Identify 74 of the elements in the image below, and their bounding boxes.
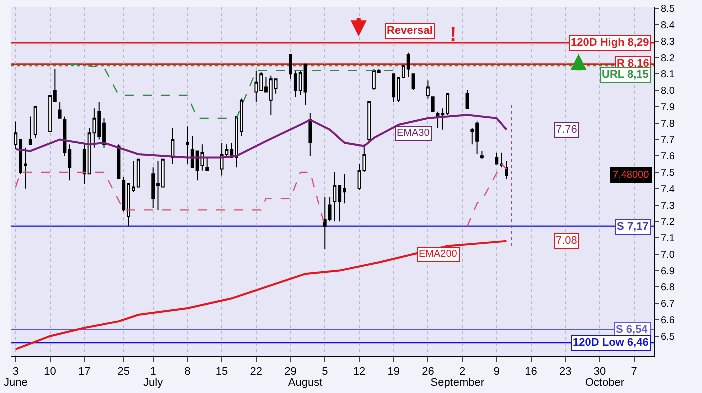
line-series: [14, 114, 508, 159]
y-tick-label: 7.8: [661, 118, 676, 130]
candlestick: [308, 113, 312, 157]
annotation: EMA200: [419, 249, 458, 260]
x-tick-label: 29: [284, 366, 297, 378]
x2-tick-label: September: [430, 377, 485, 389]
y-tick-label: 7.5: [661, 168, 676, 179]
x-tick-label: 16: [525, 366, 538, 378]
x-tick-label: 2: [460, 366, 466, 378]
candlestick: [186, 126, 190, 165]
x-tick-label: 25: [118, 366, 130, 378]
candlestick: [368, 102, 372, 142]
candlestick: [34, 106, 38, 139]
x-tick-label: 1: [150, 366, 156, 378]
candlestick: [58, 102, 62, 119]
x-tick-label: 9: [494, 366, 500, 378]
ref-line-label: S 6,54: [616, 324, 649, 336]
x-tick-label: 17: [78, 366, 91, 378]
x-tick-label: 26: [422, 366, 434, 378]
y-tick-label: 7.2: [661, 217, 676, 228]
x2-tick-label: October: [585, 377, 625, 389]
y-tick-label: 8.5: [661, 4, 676, 16]
x-tick-label: 22: [250, 366, 263, 378]
annotation: 7.76: [556, 124, 578, 136]
annotation: EMA30: [397, 128, 430, 139]
x-tick-label: 3: [12, 366, 19, 378]
annotation: 7.48000: [613, 170, 650, 181]
y-tick-label: 6.9: [661, 266, 676, 278]
ref-line-label: URL 8,15: [602, 69, 649, 81]
candlestick: [412, 74, 416, 92]
x-tick-label: 5: [322, 366, 328, 378]
x-tick-label: 8: [184, 366, 191, 378]
y-tick-label: 7.3: [661, 200, 676, 212]
y-tick-label: 6.5: [661, 332, 676, 343]
ref-line-label: R 8,16: [617, 58, 650, 70]
y-tick-label: 6.6: [661, 315, 676, 326]
x-tick-label: 12: [353, 366, 366, 378]
candlestick: [431, 96, 435, 112]
x-tick-label: 19: [388, 366, 400, 378]
y-tick-label: 7.9: [661, 102, 676, 114]
ref-line-label: S 7,17: [617, 221, 649, 233]
ref-line-label: 120D Low 6,46: [573, 337, 649, 349]
y-tick-label: 8.0: [661, 86, 676, 98]
x-tick-label: 30: [594, 366, 606, 378]
x2-tick-label: July: [144, 377, 164, 389]
line-series: [14, 240, 508, 350]
y-tick-label: 7.0: [661, 250, 676, 261]
candlestick: [171, 128, 175, 165]
ref-line-label: 120D High 8,29: [571, 37, 650, 49]
candlestick: [480, 150, 484, 160]
candlestick: [28, 116, 32, 146]
annotation: Reversal: [387, 25, 433, 37]
y-tick-label: 8.1: [661, 70, 676, 81]
y-tick-label: 8.4: [661, 20, 676, 32]
y-tick-label: 6.8: [661, 282, 676, 294]
y-tick-label: 7.4: [661, 184, 676, 196]
y-tick-label: 7.7: [661, 135, 676, 146]
annotation: !: [450, 24, 457, 46]
y-tick-label: 8.3: [661, 36, 676, 48]
candlestick: [426, 80, 430, 100]
y-tick-label: 6.7: [661, 299, 676, 310]
x-tick-label: 23: [560, 366, 572, 378]
y-tick-label: 7.1: [661, 234, 676, 245]
annotation: 7.08: [556, 235, 578, 247]
y-tick-label: 7.6: [661, 152, 676, 163]
line-series: [69, 64, 404, 120]
x2-tick-label: August: [288, 377, 323, 389]
y-tick-label: 8.2: [661, 53, 676, 64]
x-tick-label: 10: [44, 366, 56, 378]
x2-tick-label: June: [4, 377, 28, 389]
candlestick: [206, 157, 210, 172]
x-tick-label: 15: [216, 366, 228, 378]
x-tick-label: 7: [631, 366, 638, 378]
candlestick: [505, 160, 508, 180]
